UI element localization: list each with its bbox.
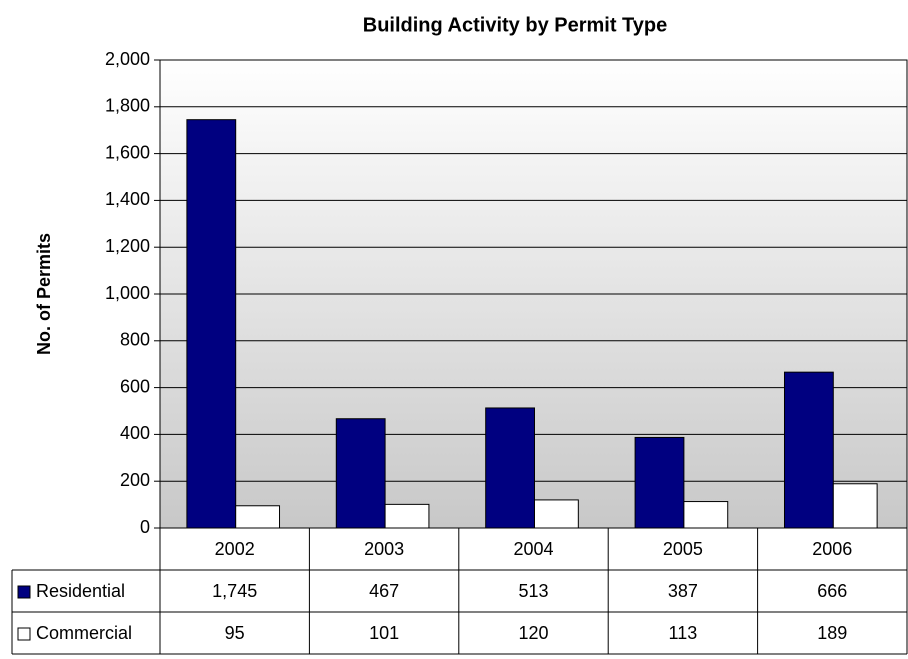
data-label: 467: [369, 581, 399, 601]
bar: [634, 436, 685, 529]
x-tick-label: 2004: [513, 539, 553, 559]
y-tick-label: 1,400: [105, 189, 150, 209]
data-label: 120: [518, 623, 548, 643]
bar: [783, 371, 834, 529]
legend-swatch: [17, 585, 31, 599]
data-label: 189: [817, 623, 847, 643]
y-tick-label: 2,000: [105, 49, 150, 69]
data-label: 666: [817, 581, 847, 601]
bar: [235, 505, 281, 529]
data-label: 113: [669, 623, 698, 643]
legend-label: Commercial: [36, 623, 132, 643]
x-tick-label: 2003: [364, 539, 404, 559]
y-tick-label: 600: [120, 376, 150, 396]
data-label: 1,745: [212, 581, 257, 601]
bar: [533, 499, 579, 529]
y-tick-label: 1,200: [105, 236, 150, 256]
legend-label: Residential: [36, 581, 125, 601]
x-tick-label: 2002: [215, 539, 255, 559]
bar: [832, 483, 878, 529]
bar: [485, 407, 535, 529]
data-label: 95: [225, 623, 245, 643]
y-tick-label: 1,000: [105, 283, 150, 303]
chart-title: Building Activity by Permit Type: [363, 14, 668, 36]
bar: [186, 119, 237, 529]
bar: [384, 503, 430, 529]
data-label: 387: [668, 581, 698, 601]
x-tick-label: 2005: [663, 539, 703, 559]
x-tick-label: 2006: [812, 539, 852, 559]
y-tick-label: 0: [140, 517, 150, 537]
y-tick-label: 1,600: [105, 142, 150, 162]
bar: [335, 418, 386, 529]
y-tick-label: 800: [120, 330, 150, 350]
data-label: 101: [369, 623, 399, 643]
bar: [683, 501, 729, 529]
y-tick-label: 200: [120, 470, 150, 490]
y-axis-title: No. of Permits: [34, 233, 54, 355]
y-tick-label: 1,800: [105, 96, 150, 116]
data-label: 513: [518, 581, 548, 601]
y-tick-label: 400: [120, 423, 150, 443]
legend-swatch: [17, 627, 31, 641]
